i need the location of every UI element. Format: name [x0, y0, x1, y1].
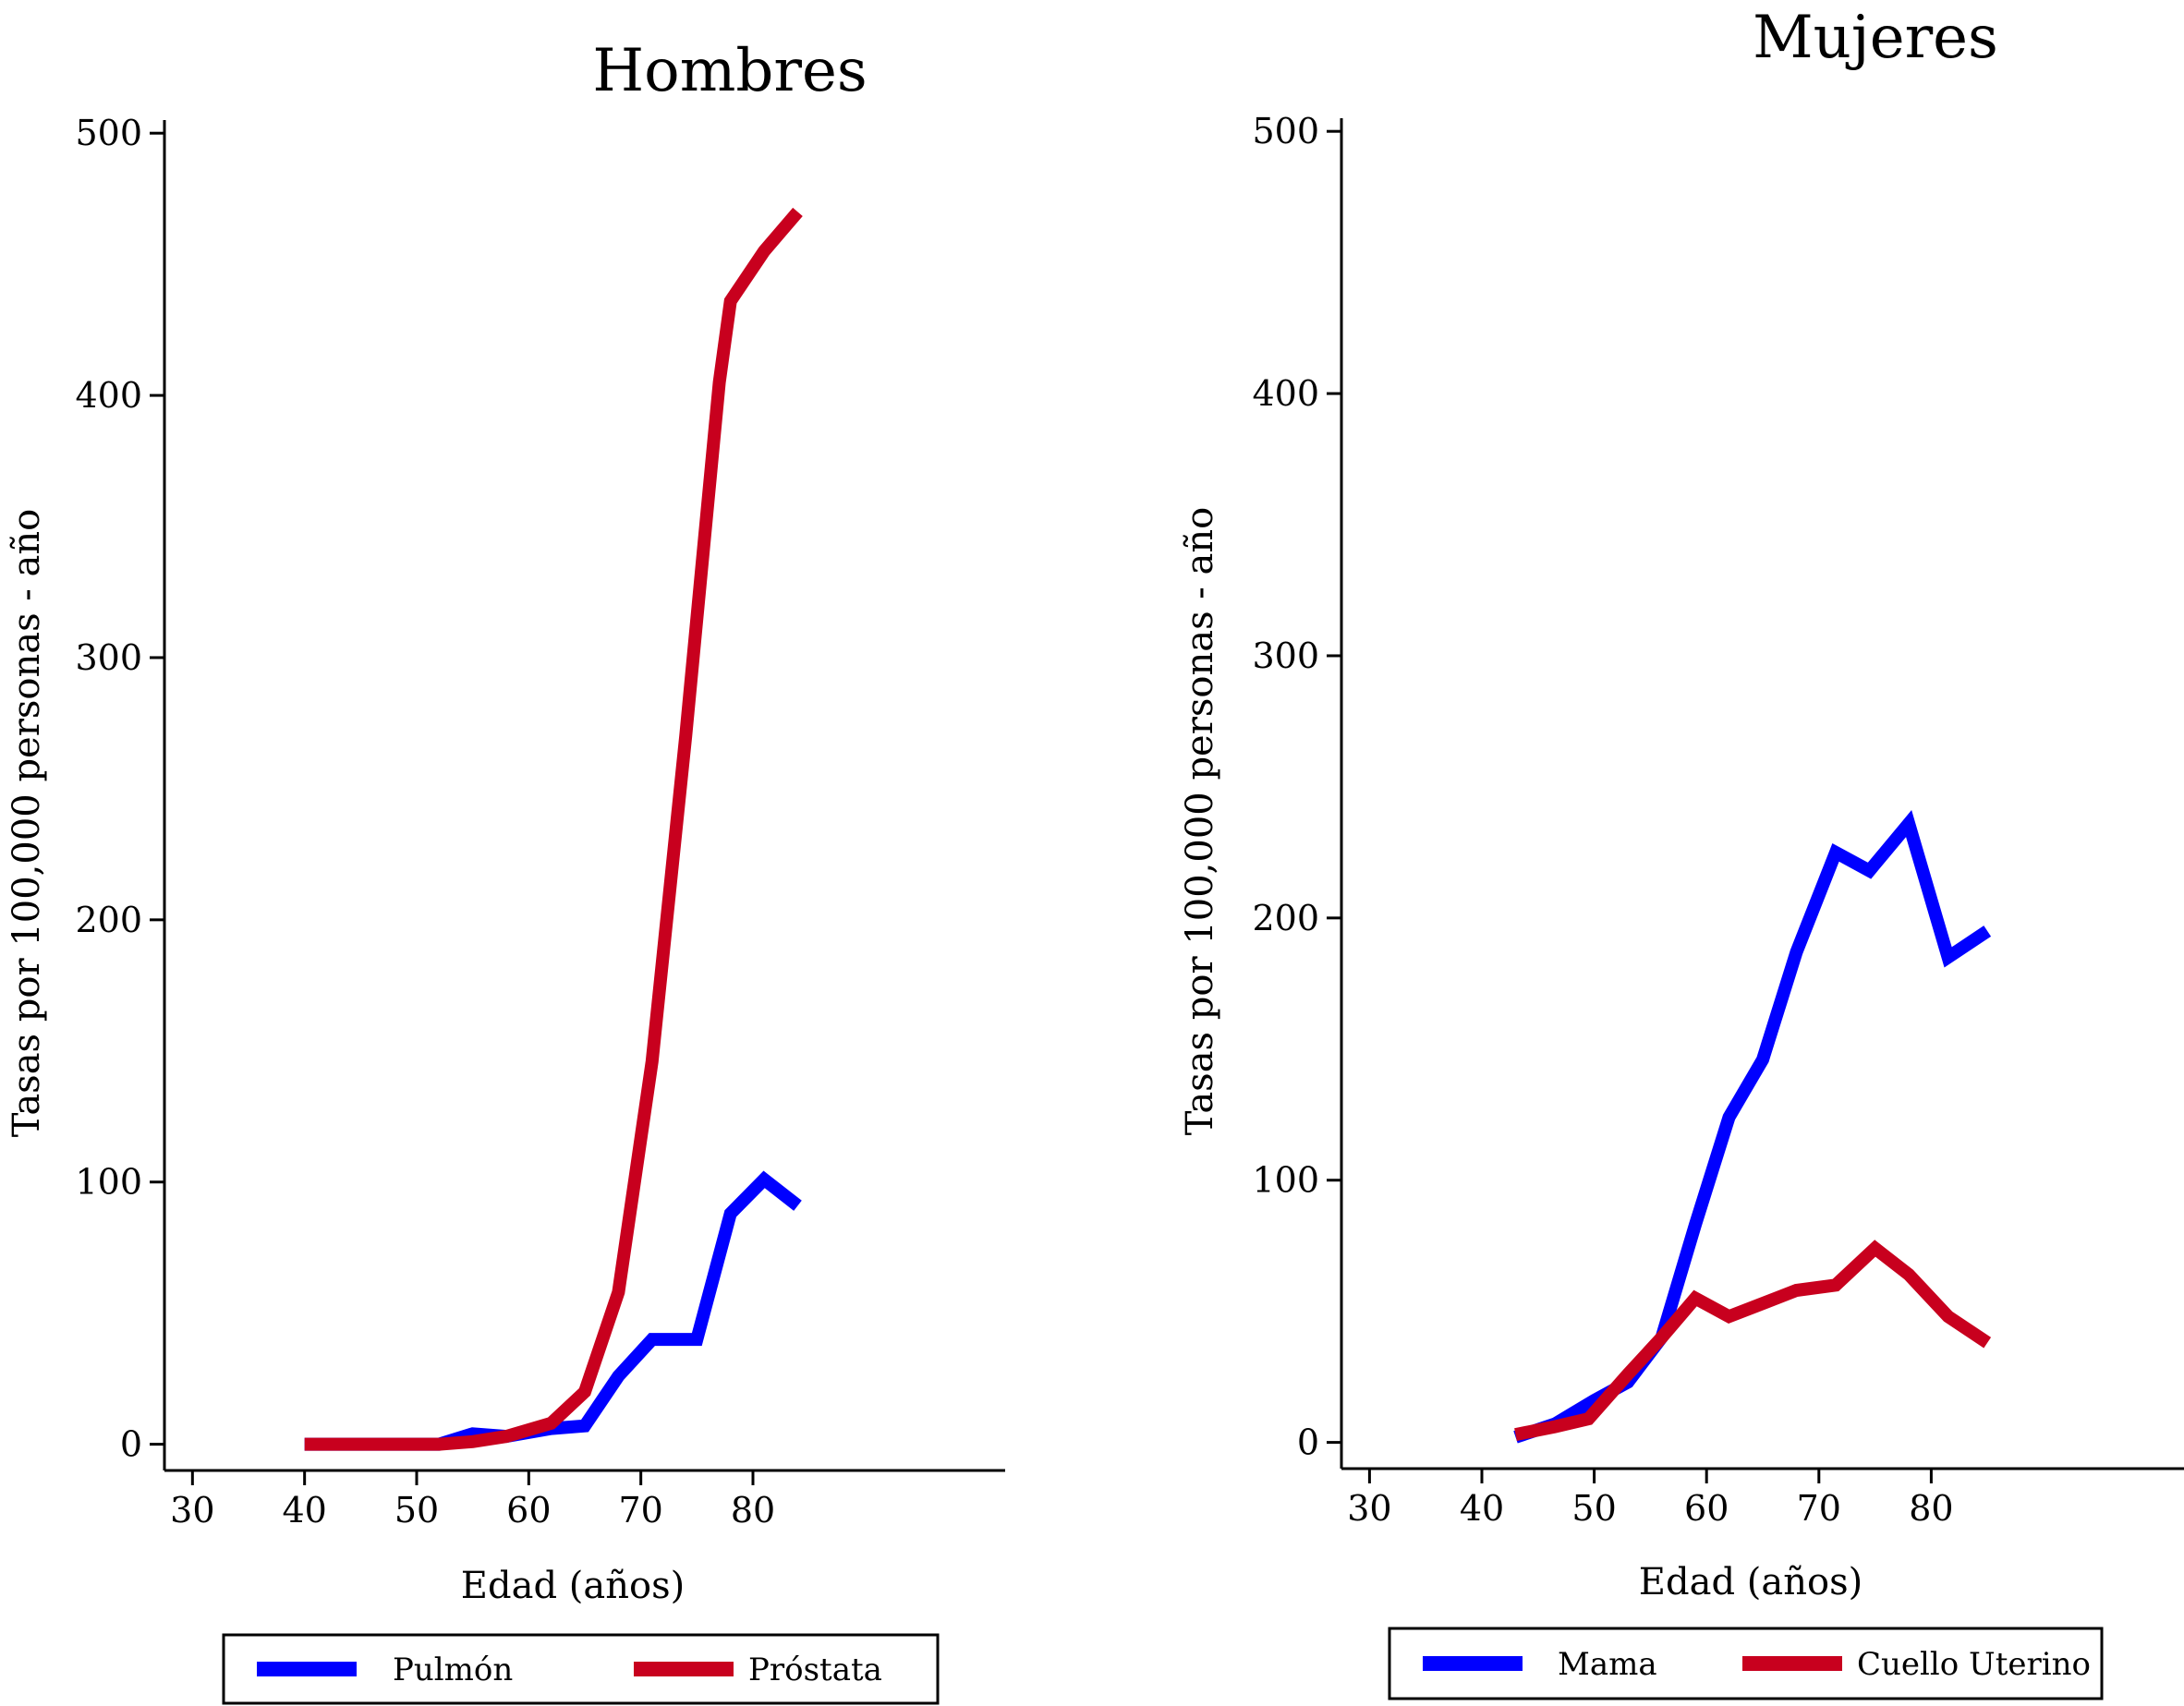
- series-line-próstata: [304, 207, 803, 1451]
- y-tick-label: 200: [75, 900, 142, 940]
- chart-title: Hombres: [592, 37, 867, 105]
- y-axis-label: Tasas por 100,000 personas - año: [6, 509, 48, 1137]
- y-tick-label: 0: [1297, 1422, 1319, 1463]
- x-axis-label: Edad (años): [461, 1565, 685, 1607]
- legend: Pulmón Próstata: [222, 1633, 940, 1705]
- x-tick-label: 70: [1797, 1488, 1841, 1529]
- panel-hombres: Hombres 0 100 200 300 400 500 30 40 50 60 70 80 Edad …: [6, 37, 1005, 1705]
- x-tick-label: 80: [731, 1490, 775, 1531]
- x-tick-label: 60: [1684, 1488, 1729, 1529]
- legend-label: Cuello Uterino: [1857, 1646, 2091, 1683]
- y-tick-label: 300: [1252, 635, 1319, 676]
- y-tick-label: 300: [75, 637, 142, 678]
- x-axis-label: Edad (años): [1639, 1561, 1862, 1603]
- y-tick-label: 200: [1252, 898, 1319, 938]
- legend-label: Mama: [1558, 1646, 1657, 1683]
- y-tick-label: 100: [1252, 1160, 1319, 1201]
- panel-mujeres: Mujeres 0 100 200 300 400 500 30 40 50 60 70 80 Edad …: [1179, 4, 2184, 1700]
- x-tick-label: 30: [1347, 1488, 1391, 1529]
- legend-label: Próstata: [748, 1652, 882, 1688]
- y-axis-label: Tasas por 100,000 personas - año: [1179, 507, 1221, 1135]
- y-tick-label: 100: [75, 1162, 142, 1203]
- x-tick-label: 40: [282, 1490, 326, 1531]
- chart-title: Mujeres: [1753, 4, 1998, 72]
- x-tick-label: 50: [394, 1490, 439, 1531]
- x-tick-label: 50: [1571, 1488, 1616, 1529]
- y-tick-label: 0: [120, 1424, 142, 1465]
- x-tick-label: 70: [618, 1490, 662, 1531]
- series-line-cuello-uterino: [1514, 1240, 1992, 1441]
- x-tick-label: 40: [1460, 1488, 1504, 1529]
- legend-label: Pulmón: [393, 1652, 513, 1688]
- y-tick-label: 500: [1252, 111, 1319, 151]
- y-tick-label: 400: [1252, 373, 1319, 414]
- y-tick-label: 400: [75, 375, 142, 416]
- series-line-pulmón: [304, 1170, 802, 1451]
- y-tick-label: 500: [75, 113, 142, 153]
- legend: Mama Cuello Uterino: [1388, 1627, 2104, 1700]
- x-tick-label: 80: [1909, 1488, 1953, 1529]
- x-tick-label: 60: [506, 1490, 551, 1531]
- series-line-mama: [1513, 810, 1992, 1444]
- x-tick-label: 30: [170, 1490, 214, 1531]
